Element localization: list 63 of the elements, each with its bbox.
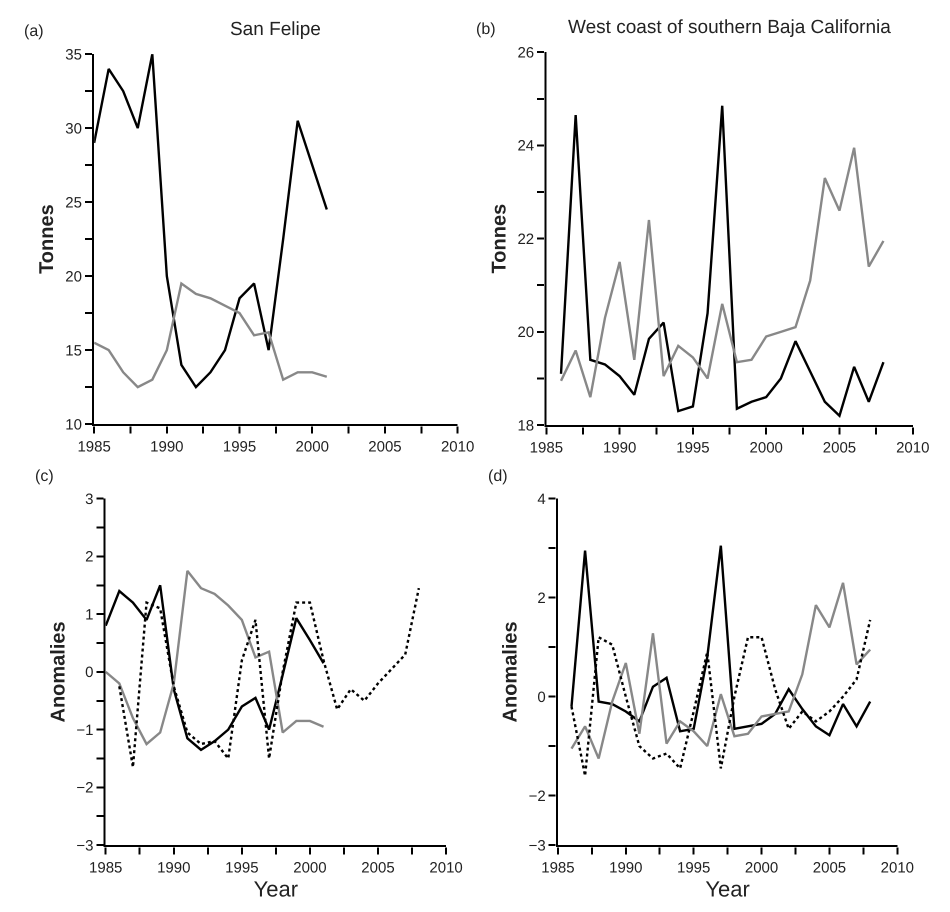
x-tick-label: 2005 bbox=[361, 859, 395, 876]
chart-title: West coast of southern Baja California bbox=[568, 17, 892, 38]
y-tick-label: 0 bbox=[537, 688, 546, 706]
y-tick-label: 15 bbox=[65, 342, 82, 360]
y-tick-label: 24 bbox=[517, 138, 534, 155]
y-axis-title: Tonnes bbox=[36, 204, 58, 274]
x-tick-label: 2010 bbox=[880, 859, 914, 876]
x-tick-label: 1985 bbox=[530, 439, 564, 456]
y-tick-label: 20 bbox=[65, 268, 82, 286]
y-tick-label: 18 bbox=[517, 417, 534, 434]
y-tick-label: 30 bbox=[65, 120, 82, 138]
x-tick-label: 2005 bbox=[822, 439, 856, 456]
y-tick-label: −2 bbox=[76, 780, 94, 797]
x-tick-label: 1990 bbox=[150, 438, 184, 456]
y-tick-label: 0 bbox=[85, 664, 94, 682]
y-tick-label: −3 bbox=[528, 837, 546, 854]
line-series bbox=[560, 104, 885, 417]
x-axis-title: Year bbox=[254, 876, 298, 902]
x-tick-label: 1995 bbox=[225, 859, 259, 876]
line-series bbox=[570, 582, 872, 760]
y-axis-title: Anomalies bbox=[47, 621, 70, 722]
x-tick-label: 1985 bbox=[89, 859, 122, 876]
y-tick-label: 4 bbox=[537, 490, 546, 508]
x-tick-label: 1995 bbox=[222, 438, 256, 456]
x-tick-label: 2005 bbox=[368, 438, 402, 456]
x-tick-label: 2000 bbox=[750, 439, 783, 456]
chart-title: San Felipe bbox=[230, 19, 321, 40]
x-tick-label: 2010 bbox=[440, 438, 474, 456]
x-tick-label: 1990 bbox=[609, 859, 642, 876]
y-axis-title: Anomalies bbox=[500, 621, 522, 722]
x-tick-label: 2000 bbox=[744, 859, 778, 876]
x-tick-label: 1990 bbox=[602, 439, 636, 456]
x-tick-label: 1995 bbox=[676, 439, 710, 456]
x-tick-label: 1990 bbox=[157, 859, 190, 876]
y-tick-label: 35 bbox=[65, 46, 82, 64]
x-tick-label: 1995 bbox=[676, 859, 710, 876]
y-tick-label: 10 bbox=[65, 416, 82, 434]
x-tick-label: 2000 bbox=[293, 859, 327, 876]
y-tick-label: 25 bbox=[65, 194, 82, 212]
y-tick-label: 22 bbox=[517, 230, 534, 248]
x-tick-label: 2005 bbox=[812, 859, 846, 876]
y-tick-label: −2 bbox=[528, 788, 546, 805]
x-tick-label: 2010 bbox=[429, 859, 463, 876]
y-tick-label: 26 bbox=[517, 44, 534, 62]
x-tick-label: 2000 bbox=[296, 438, 329, 456]
x-tick-label: 1985 bbox=[77, 438, 111, 456]
y-axis-title: Tonnes bbox=[488, 204, 510, 274]
y-tick-label: 2 bbox=[537, 590, 546, 607]
x-axis-title: Year bbox=[705, 876, 750, 902]
y-tick-label: 20 bbox=[517, 324, 534, 342]
y-tick-label: 3 bbox=[85, 490, 94, 508]
text: (c) bbox=[35, 468, 54, 485]
y-tick-label: 1 bbox=[85, 606, 94, 624]
line-series bbox=[94, 282, 328, 388]
y-tick-label: 2 bbox=[85, 548, 94, 566]
text: (b) bbox=[476, 21, 496, 38]
y-tick-label: −1 bbox=[76, 722, 94, 739]
text: (a) bbox=[24, 23, 44, 40]
x-tick-label: 1985 bbox=[541, 859, 575, 876]
text: (d) bbox=[488, 468, 508, 485]
x-tick-label: 2010 bbox=[896, 439, 930, 456]
line-series bbox=[560, 146, 885, 398]
y-tick-label: −3 bbox=[76, 837, 94, 854]
